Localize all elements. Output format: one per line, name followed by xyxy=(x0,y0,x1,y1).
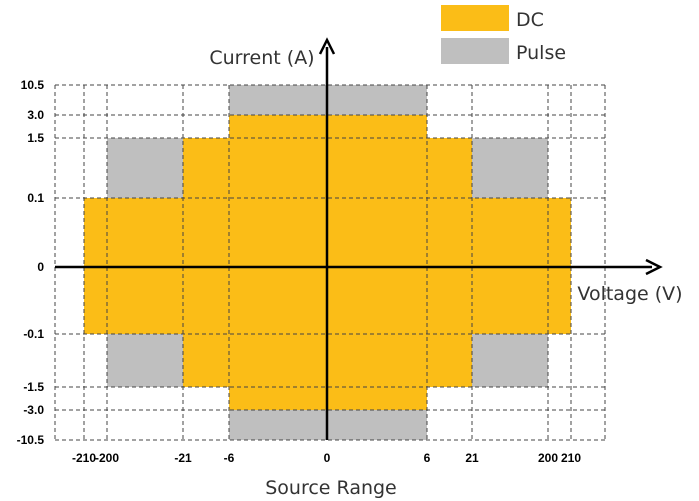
y-tick-label: -3.0 xyxy=(23,403,44,417)
grid-layer xyxy=(54,84,606,441)
x-axis-arrowhead xyxy=(645,258,663,276)
y-axis-arrowhead xyxy=(318,37,336,55)
x-axis-caption: Source Range xyxy=(265,477,397,499)
x-tick-label: -21 xyxy=(174,451,192,465)
x-tick-label: 210 xyxy=(561,451,581,465)
x-tick-label: -210 xyxy=(72,451,96,465)
y-tick-label: -0.1 xyxy=(23,327,44,341)
y-axis-title: Current (A) xyxy=(209,47,314,69)
x-tick-label: -200 xyxy=(95,451,119,465)
pulse-region-1 xyxy=(472,138,548,198)
pulse-region-2 xyxy=(107,334,183,387)
legend: DC Pulse xyxy=(441,5,566,64)
pulse-region-3 xyxy=(472,334,548,387)
y-tick-label: -10.5 xyxy=(17,433,45,447)
x-tick-label: 6 xyxy=(424,451,431,465)
legend-label-dc: DC xyxy=(516,9,544,31)
y-tick-label: 10.5 xyxy=(21,78,45,92)
x-tick-label: -6 xyxy=(224,451,235,465)
y-tick-label: 0.1 xyxy=(27,191,44,205)
y-tick-label: 0 xyxy=(37,260,44,274)
y-tick-label: -1.5 xyxy=(23,380,44,394)
pulse-region-0 xyxy=(107,138,183,198)
y-tick-label: 3.0 xyxy=(27,108,44,122)
ticks-layer: 10.53.01.50.10-0.1-1.5-3.0-10.5-210-200-… xyxy=(17,78,582,465)
x-tick-label: 200 xyxy=(538,451,558,465)
x-tick-label: 21 xyxy=(465,451,479,465)
x-axis-title: Voltage (V) xyxy=(577,283,682,305)
legend-swatch-dc xyxy=(441,5,509,31)
axes-layer xyxy=(55,37,663,440)
legend-swatch-pulse xyxy=(441,38,509,64)
legend-label-pulse: Pulse xyxy=(516,42,566,64)
x-tick-label: 0 xyxy=(324,451,331,465)
y-tick-label: 1.5 xyxy=(27,131,44,145)
